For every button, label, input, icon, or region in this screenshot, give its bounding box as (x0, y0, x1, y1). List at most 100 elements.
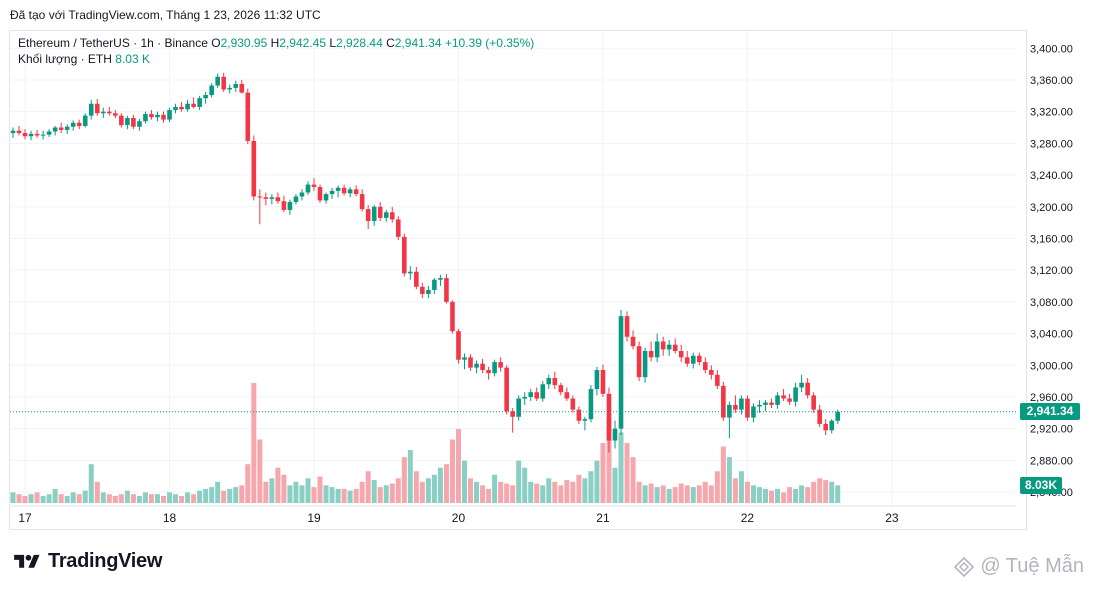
volume-bar (275, 467, 281, 503)
candle-body (733, 404, 738, 410)
volume-bar (16, 494, 22, 503)
volume-bar (148, 494, 154, 503)
volume-bar (293, 481, 299, 503)
candle-body (203, 95, 208, 99)
candle-body (402, 236, 407, 274)
candle-body (251, 140, 257, 197)
candle-body (125, 118, 130, 126)
candle-body (829, 420, 835, 431)
candle-body (624, 316, 630, 337)
candle-body (420, 286, 425, 294)
candle-body (823, 423, 828, 431)
candle-body (696, 355, 702, 363)
volume-bar (371, 480, 377, 503)
candle-body (678, 351, 684, 358)
candle-body (311, 184, 317, 187)
candle-body (137, 121, 142, 127)
volume-bar (34, 492, 40, 503)
volume-bar (480, 485, 486, 503)
candle-body (787, 398, 792, 402)
candle-body (353, 189, 359, 195)
volume-bar (787, 487, 793, 503)
volume-bar (10, 492, 16, 503)
candle-body (462, 357, 467, 360)
candle-body (763, 402, 768, 405)
candle-body (528, 392, 534, 397)
candle-body (552, 377, 558, 386)
candle-body (721, 385, 726, 418)
candle-body (173, 106, 178, 111)
candle-body (799, 382, 804, 388)
volume-bar (185, 492, 191, 503)
candle-body (612, 428, 618, 441)
volume-bar (227, 488, 233, 503)
volume-bar (335, 488, 341, 503)
volume-bar (744, 481, 750, 503)
volume-bar (684, 485, 690, 503)
candle-body (167, 110, 172, 120)
volume-bar (82, 490, 88, 503)
candle-body (486, 370, 491, 374)
candle-body (76, 122, 82, 126)
x-tick-label: 22 (741, 511, 755, 525)
candle-body (751, 406, 756, 418)
volume-bar (624, 443, 630, 503)
volume-bar (221, 490, 227, 503)
candle-body (546, 377, 552, 385)
candle-body (769, 402, 774, 405)
volume-bar (130, 494, 136, 503)
diamond-logo-icon (954, 556, 975, 577)
volume-bar (576, 474, 582, 503)
brand-name: TradingView (48, 550, 163, 572)
volume-bar (835, 485, 841, 503)
volume-bar (154, 494, 160, 503)
candle-body (34, 133, 40, 136)
volume-bar (383, 485, 389, 503)
candle-body (492, 362, 497, 374)
tradingview-brand[interactable]: TradingView (12, 550, 162, 573)
candle-body (408, 271, 413, 274)
candle-body (438, 278, 443, 280)
volume-bar (738, 471, 744, 503)
candle-body (715, 374, 720, 386)
candle-body (287, 202, 293, 210)
candle-body (516, 398, 521, 417)
volume-label[interactable]: Khối lượng · ETH (18, 52, 112, 66)
y-tick-label: 2,880.00 (1030, 455, 1073, 467)
candle-body (534, 392, 540, 399)
candle-body (383, 212, 389, 218)
y-tick-label: 3,040.00 (1030, 329, 1073, 341)
candle-body (582, 419, 588, 421)
volume-bar (58, 494, 64, 503)
y-tick-label: 3,280.00 (1030, 138, 1073, 150)
volume-bar (46, 494, 52, 503)
chart-caption: Đã tạo với TradingView.com, Tháng 1 23, … (10, 8, 321, 22)
candle-body (522, 396, 527, 399)
volume-bar (100, 492, 106, 503)
volume-bar (389, 483, 395, 503)
candle-body (781, 395, 786, 399)
volume-bar (528, 481, 534, 503)
chart-legend: Ethereum / TetherUS · 1h · Binance O2,93… (18, 35, 534, 67)
candle-body (94, 103, 100, 114)
candle-body (10, 130, 16, 134)
symbol-label[interactable]: Ethereum / TetherUS · 1h · Binance (18, 36, 208, 50)
volume-bar (750, 485, 756, 503)
volume-bar (269, 478, 275, 503)
candle-body (263, 197, 269, 199)
volume-bar (558, 485, 564, 503)
volume-bar (341, 488, 347, 503)
candle-body (660, 341, 666, 350)
volume-bar (769, 490, 775, 503)
candle-body (564, 392, 570, 399)
candle-body (793, 387, 798, 402)
candle-body (558, 385, 564, 393)
candle-body (46, 131, 52, 135)
volume-bar (40, 495, 46, 503)
volume-bar (636, 481, 642, 503)
volume-bar (112, 495, 118, 503)
candle-body (113, 113, 118, 116)
volume-bar (522, 467, 528, 503)
candle-body (805, 382, 810, 396)
